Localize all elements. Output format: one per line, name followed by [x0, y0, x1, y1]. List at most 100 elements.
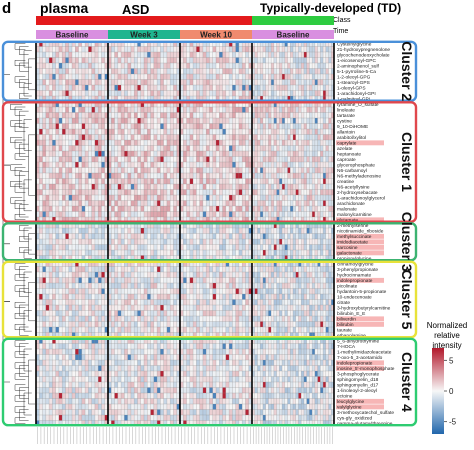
heatmap-cell	[199, 79, 203, 86]
heatmap-cell	[81, 112, 86, 119]
heatmap-cell	[130, 118, 135, 124]
heatmap-cell	[309, 129, 313, 135]
heatmap-cell	[101, 129, 105, 135]
heatmap-cell	[303, 211, 307, 218]
heatmap-cell	[91, 151, 95, 157]
heatmap-cell	[81, 206, 86, 212]
heatmap-cell	[42, 112, 46, 119]
heatmap-cell	[39, 321, 43, 328]
heatmap-cell	[36, 184, 40, 190]
heatmap-cell	[260, 107, 263, 113]
heatmap-cell	[130, 310, 135, 317]
heatmap-cell	[317, 145, 321, 152]
heatmap-cell	[306, 294, 310, 300]
heatmap-cell	[104, 299, 109, 306]
heatmap-cell	[163, 74, 167, 80]
heatmap-cell	[49, 173, 53, 179]
heatmap-cell	[216, 145, 220, 152]
heatmap-cell	[186, 178, 190, 185]
heatmap-cell	[257, 151, 261, 157]
heatmap-cell	[173, 96, 177, 102]
heatmap-cell	[78, 283, 82, 289]
heatmap-cell	[245, 310, 249, 317]
heatmap-cell	[104, 272, 109, 278]
heatmap-cell	[312, 288, 315, 295]
heatmap-cell	[268, 233, 272, 240]
heatmap-cell	[49, 145, 53, 152]
heatmap-cell	[222, 206, 226, 212]
heatmap-cell	[301, 90, 304, 97]
heatmap-cell	[85, 129, 89, 135]
heatmap-cell	[323, 239, 326, 245]
heatmap-cell	[98, 90, 102, 97]
heatmap-cell	[279, 233, 283, 240]
heatmap-cell	[36, 79, 40, 86]
heatmap-cell	[209, 90, 213, 97]
heatmap-cell	[293, 167, 296, 174]
heatmap-cell	[212, 79, 217, 86]
heatmap-cell	[252, 123, 255, 130]
heatmap-cell	[98, 228, 102, 234]
heatmap-cell	[287, 46, 291, 53]
heatmap-cell	[287, 200, 291, 207]
heatmap-cell	[170, 288, 174, 295]
heatmap-cell	[209, 151, 213, 157]
heatmap-cell	[111, 200, 115, 207]
heatmap-cell	[273, 261, 277, 267]
heatmap-cell	[268, 316, 272, 322]
heatmap-cell	[147, 41, 151, 47]
heatmap-cell	[39, 233, 43, 240]
heatmap-cell	[290, 129, 294, 135]
heatmap-cell	[282, 145, 285, 152]
heatmap-cell	[209, 96, 213, 102]
heatmap-cell	[58, 255, 63, 262]
heatmap-cell	[282, 321, 285, 328]
heatmap-cell	[65, 261, 69, 267]
heatmap-cell	[137, 211, 141, 218]
heatmap-cell	[303, 134, 307, 141]
heatmap-cell	[111, 261, 115, 267]
heatmap-cell	[301, 244, 304, 251]
heatmap-cell	[65, 156, 69, 163]
heatmap-cell	[111, 310, 115, 317]
heatmap-cell	[160, 228, 164, 234]
heatmap-cell	[301, 261, 304, 267]
heatmap-cell	[284, 239, 288, 245]
heatmap-cell	[293, 140, 296, 146]
heatmap-cell	[130, 189, 135, 196]
heatmap-cell	[127, 178, 131, 185]
heatmap-cell	[121, 112, 125, 119]
heatmap-cell	[124, 156, 128, 163]
heatmap-cell	[183, 162, 187, 168]
heatmap-cell	[173, 46, 177, 53]
heatmap-cell	[94, 294, 99, 300]
heatmap-cell	[271, 79, 274, 86]
heatmap-cell	[134, 162, 138, 168]
heatmap-cell	[68, 145, 73, 152]
heatmap-cell	[328, 206, 332, 212]
heatmap-cell	[320, 244, 324, 251]
heatmap-cell	[262, 261, 266, 267]
heatmap-cell	[219, 156, 223, 163]
heatmap-cell	[62, 52, 66, 58]
heatmap-cell	[222, 156, 226, 163]
heatmap-cell	[36, 173, 40, 179]
heatmap-cell	[235, 233, 239, 240]
heatmap-cell	[298, 96, 302, 102]
heatmap-cell	[91, 52, 95, 58]
heatmap-cell	[140, 283, 145, 289]
heatmap-cell	[49, 283, 53, 289]
heatmap-cell	[232, 140, 236, 146]
heatmap-cell	[127, 173, 131, 179]
heatmap-cell	[279, 255, 283, 262]
heatmap-cell	[206, 167, 210, 174]
heatmap-cell	[166, 63, 171, 69]
heatmap-cell	[117, 140, 122, 146]
heatmap-cell	[232, 46, 236, 53]
heatmap-cell	[108, 63, 112, 69]
heatmap-cell	[196, 310, 200, 317]
heatmap-cell	[196, 244, 200, 251]
heatmap-cell	[180, 310, 184, 317]
heatmap-cell	[166, 266, 171, 273]
heatmap-cell	[242, 195, 246, 201]
